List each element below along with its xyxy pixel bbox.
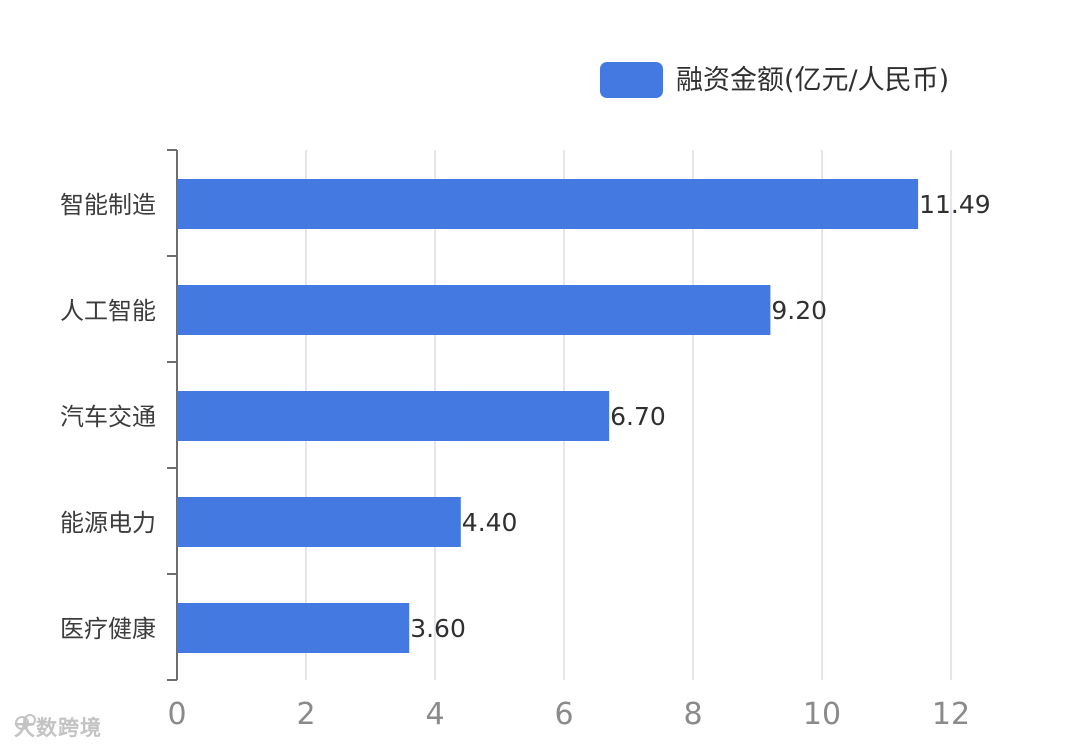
legend-label: 融资金额(亿元/人民币) [676,65,949,96]
x-tick-label: 6 [554,697,573,732]
cloud-logo-icon [15,714,36,730]
bar-3 [177,497,461,547]
category-label: 人工智能 [60,297,156,325]
bar-1 [177,285,771,335]
bar-2 [177,391,610,441]
y-axis [167,149,178,681]
category-label: 智能制造 [60,191,156,219]
watermark: 大数跨境 [14,712,102,742]
value-label: 11.49 [919,190,991,219]
legend-swatch [600,62,663,98]
legend: 融资金额(亿元/人民币) [600,62,949,98]
bars [177,179,919,653]
category-label: 能源电力 [60,509,156,537]
value-label: 4.40 [462,508,518,537]
bar-0 [177,179,919,229]
category-label: 汽车交通 [60,403,156,431]
watermark-text: 大数跨境 [14,716,102,740]
value-label: 9.20 [771,296,827,325]
x-tick-label: 8 [683,697,702,732]
labels: 0 2 4 6 8 10 12 智能制造 11.49 人工智能 9.20 汽车交通 6.70 能源电力 4.… [60,190,991,732]
x-tick-label: 10 [803,697,841,732]
x-tick-label: 2 [296,697,315,732]
bar-4 [177,603,410,653]
category-label: 医疗健康 [60,615,156,643]
value-label: 6.70 [610,402,666,431]
x-tick-label: 4 [425,697,444,732]
x-tick-label: 12 [932,697,970,732]
value-label: 3.60 [410,614,466,643]
x-tick-label: 0 [167,697,186,732]
